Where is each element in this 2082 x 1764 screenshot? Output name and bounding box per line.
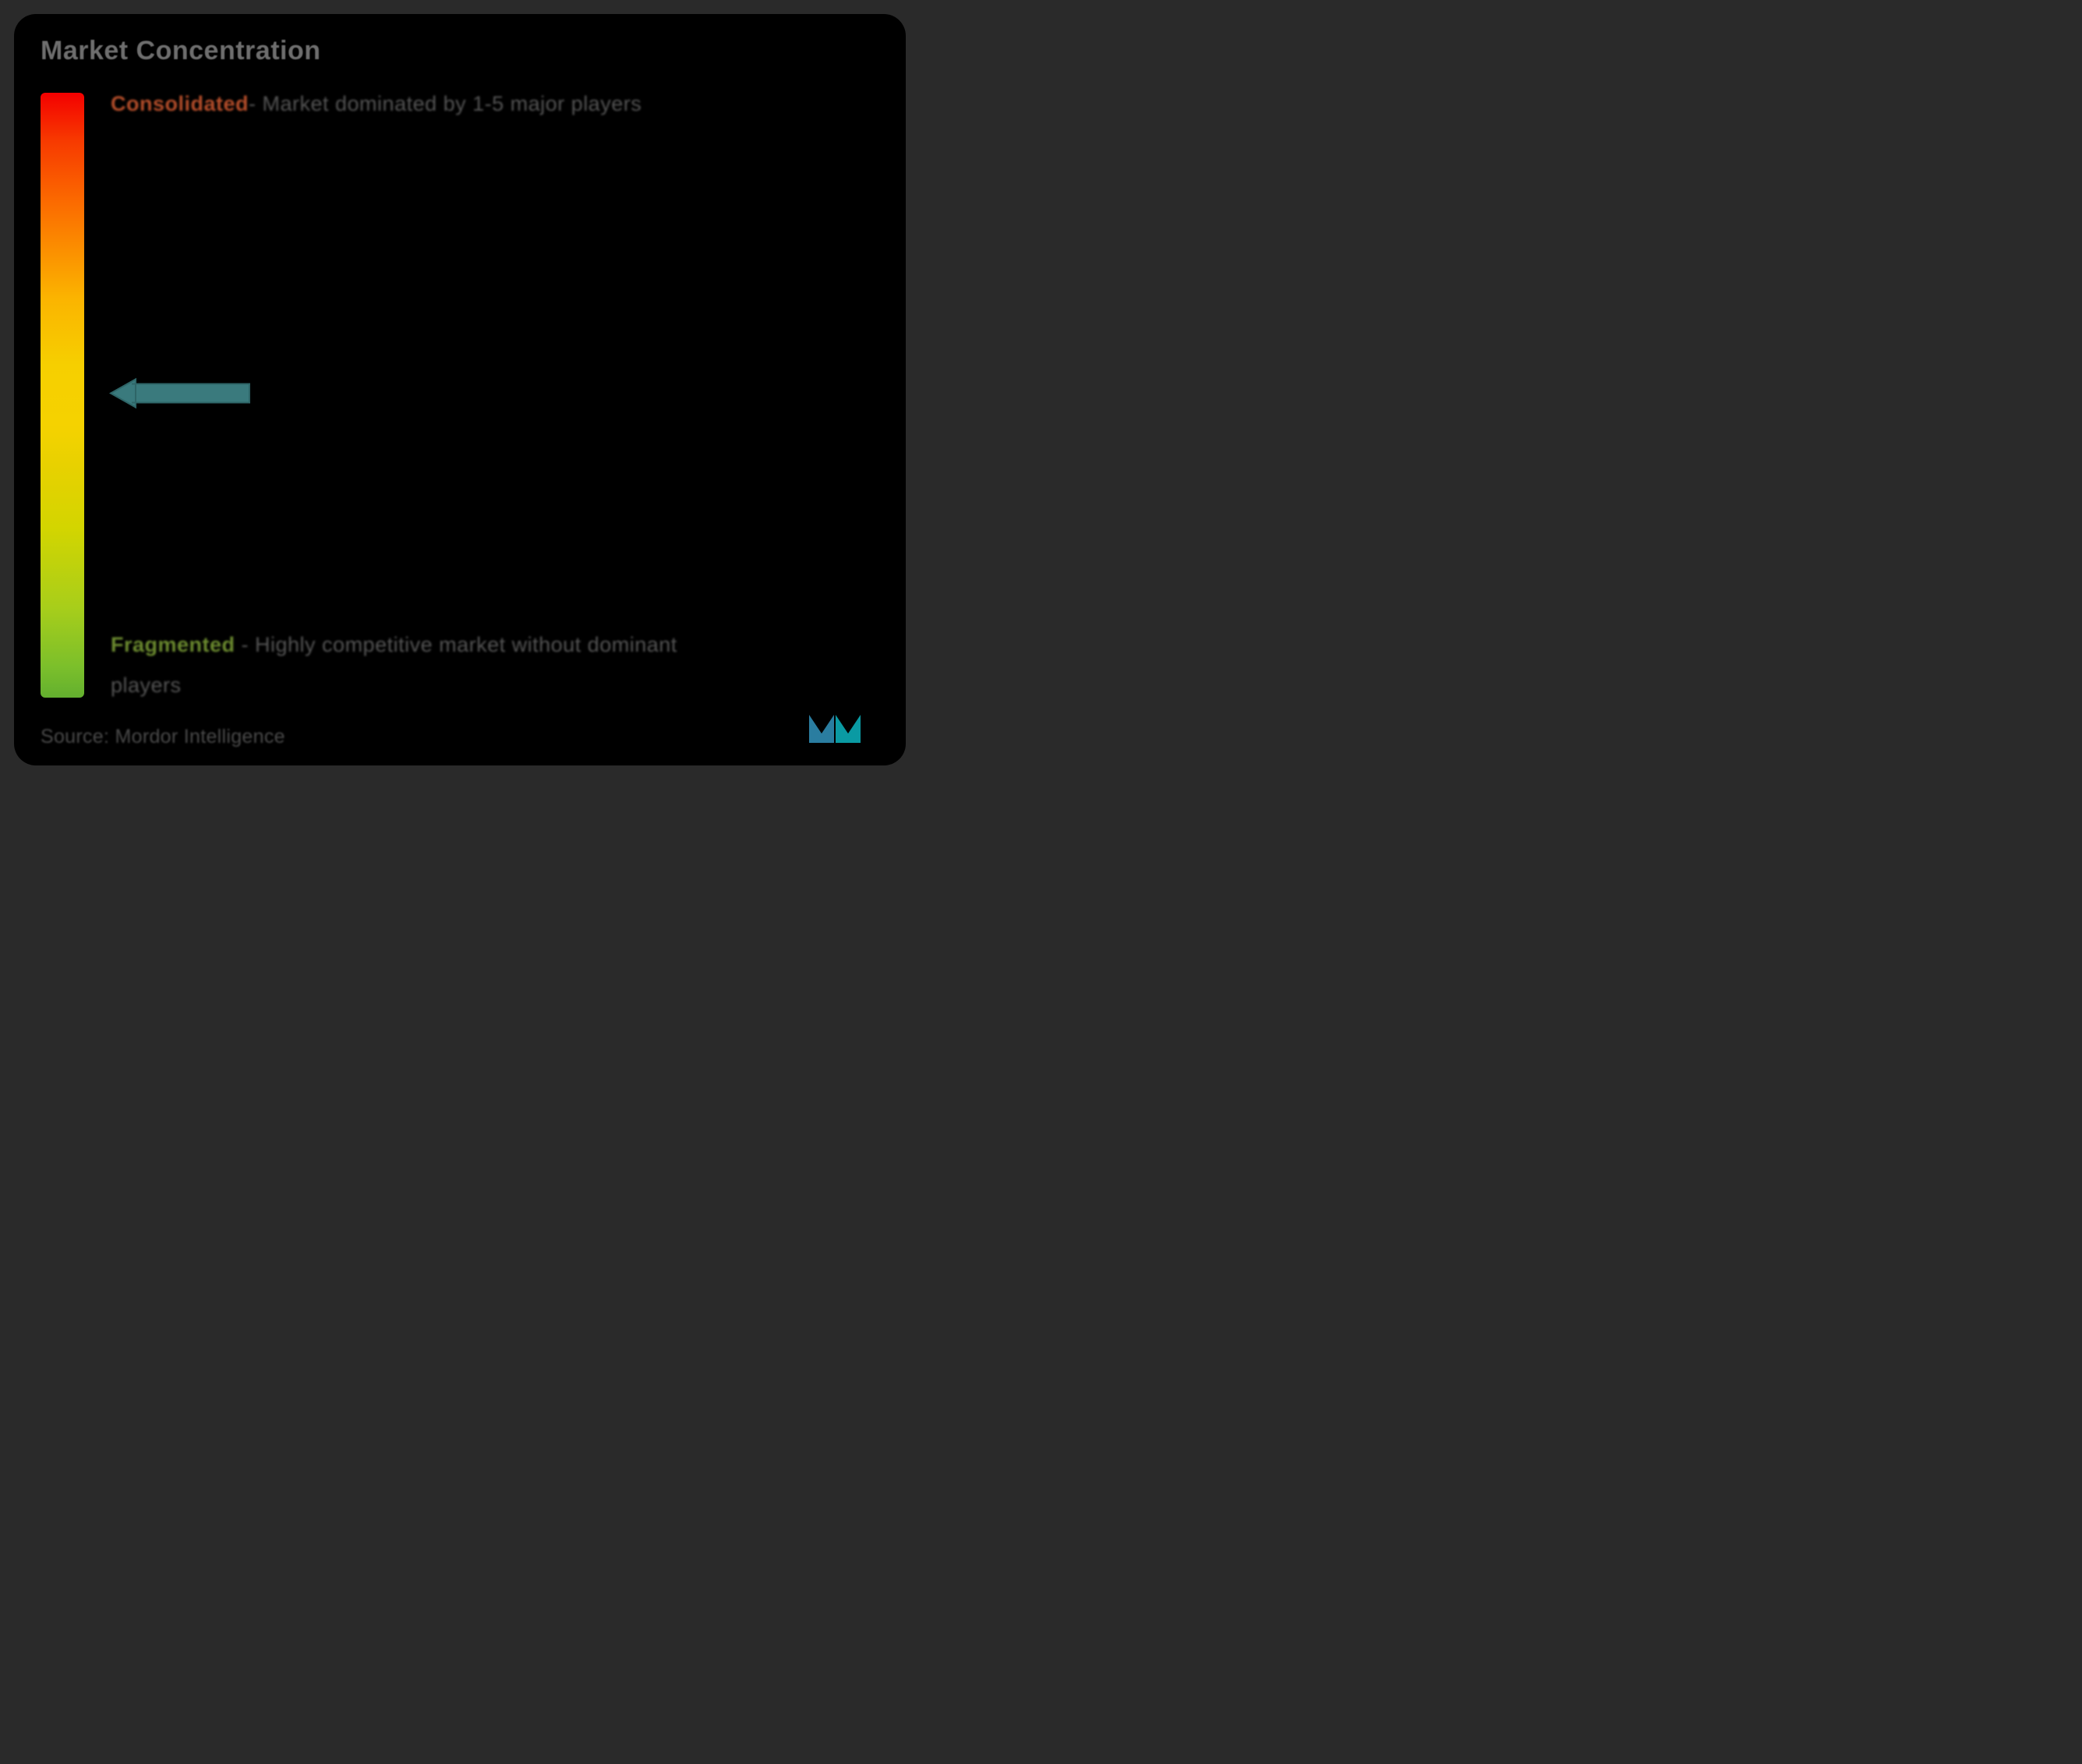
consolidated-label: Consolidated- Market dominated by 1-5 ma… <box>111 88 864 121</box>
consolidated-rest: - Market dominated by 1-5 major players <box>249 92 642 115</box>
fragmented-rest-1: - Highly competitive market without domi… <box>235 633 677 656</box>
card-body: Consolidated- Market dominated by 1-5 ma… <box>41 93 879 698</box>
consolidated-accent: Consolidated <box>111 92 249 115</box>
concentration-gradient-bar <box>41 93 84 698</box>
fragmented-accent: Fragmented <box>111 633 235 656</box>
mordor-logo-icon <box>808 710 862 748</box>
labels-column: Consolidated- Market dominated by 1-5 ma… <box>111 93 879 698</box>
fragmented-rest-2: players <box>111 673 182 697</box>
source-footer: Source: Mordor Intelligence <box>41 726 285 748</box>
card-title: Market Concentration <box>41 36 879 66</box>
fragmented-label: Fragmented - Highly competitive market w… <box>111 625 825 705</box>
market-concentration-card: Market Concentration Consolidated- Marke… <box>14 14 906 765</box>
arrow-left-icon <box>109 372 257 415</box>
source-label: Source: <box>41 726 109 748</box>
position-arrow <box>109 372 257 419</box>
source-value: Mordor Intelligence <box>115 726 285 748</box>
